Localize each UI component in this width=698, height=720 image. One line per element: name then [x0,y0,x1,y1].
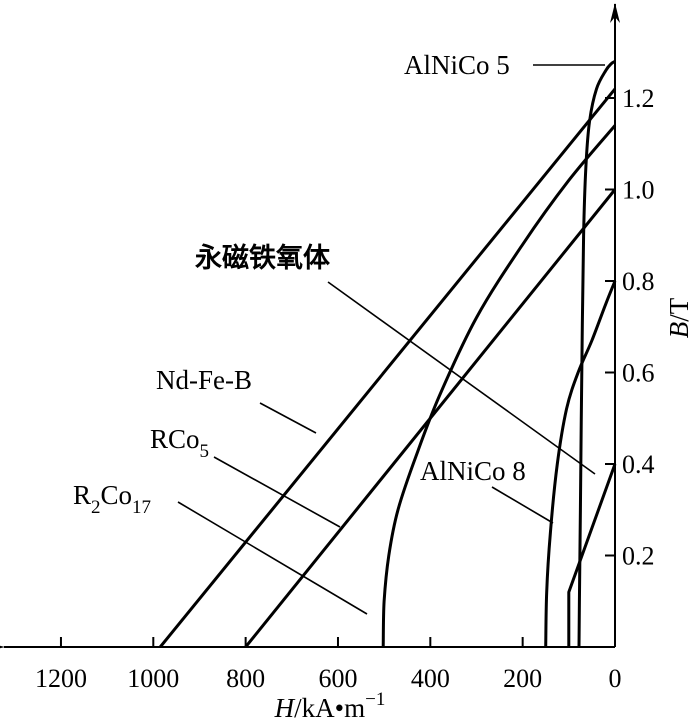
curve-r2co17 [381,124,617,648]
x-tick-label: 400 [411,664,450,693]
axes: 1200 1000 800 600 400 200 0 0.2 0.4 0.6 0.8 1.0 1.2 H… [0,3,694,720]
y-tick-label: 1.2 [622,84,655,113]
label-r2co17: R2Co17 [73,480,151,518]
y-tick-label: 0.6 [622,359,655,388]
curves [159,60,617,648]
leader-alnico8 [491,486,554,524]
label-alnico5: AlNiCo 5 [404,50,510,80]
label-rco5: RCo5 [150,424,209,462]
x-tick-label: 0 [609,664,622,693]
leader-lines [177,64,605,615]
curve-alnico5 [577,60,616,648]
x-tick-label: 800 [226,664,265,693]
x-tick-label: 600 [318,664,357,693]
curve-ferrite [567,463,617,647]
x-tick-label: 1000 [127,664,179,693]
leader-ferrite [327,281,596,475]
label-ferrite: 永磁铁氧体 [194,243,331,274]
leader-r2co17 [177,501,368,615]
label-alnico8: AlNiCo 8 [420,456,526,486]
curve-alnico8 [544,280,617,648]
x-axis-title: H/kA•m−1 [274,689,386,720]
y-tick-label: 0.2 [622,542,655,571]
y-tick-label: 1.0 [622,176,655,205]
y-tick-label: 0.8 [622,267,655,296]
curve-labels: AlNiCo 5 永磁铁氧体 Nd-Fe-B RCo5 R2Co17 AlNiCo 8 [73,50,526,518]
leader-rco5 [213,456,341,528]
label-nd-fe-b: Nd-Fe-B [156,365,252,395]
y-axis-title: B/T [664,297,694,338]
leader-nd-fe-b [259,402,317,434]
x-tick-label: 1200 [35,664,87,693]
curve-nd-fe-b [159,87,617,648]
y-tick-label: 0.4 [622,450,655,479]
x-tick-label: 200 [503,664,542,693]
